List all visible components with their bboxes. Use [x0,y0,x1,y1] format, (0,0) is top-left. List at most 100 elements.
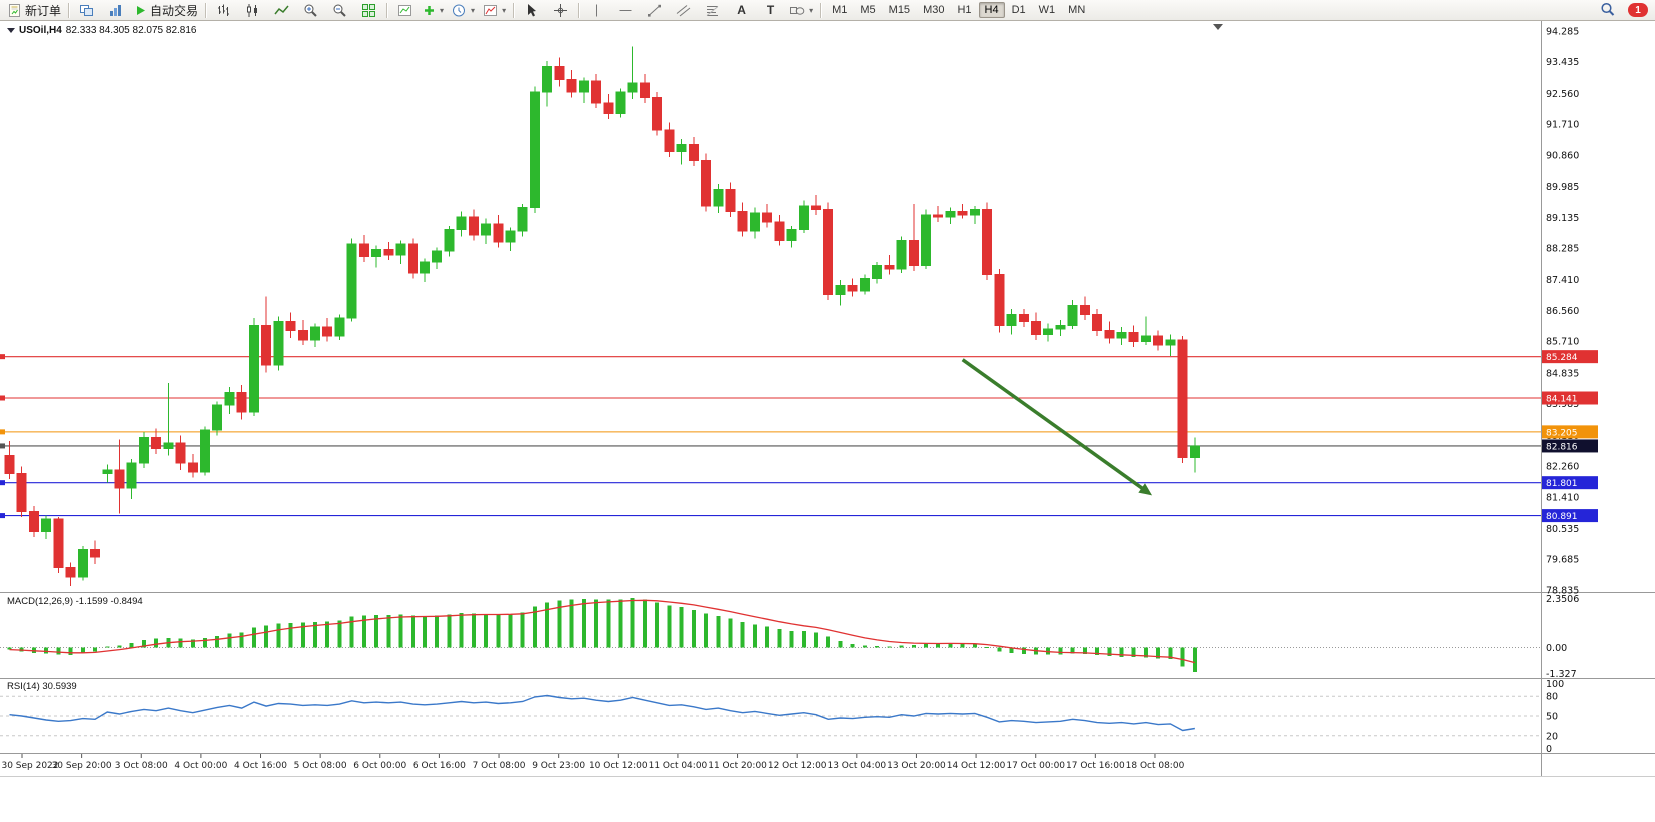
candle [322,318,333,342]
candle [542,61,553,107]
timeframe-h1-button[interactable]: H1 [957,4,972,16]
candle [774,214,785,246]
crosshair-icon [554,3,568,17]
add-plus-icon [425,5,435,15]
trendline-tool-button[interactable] [640,0,669,21]
fibonacci-tool-button[interactable] [698,0,727,21]
indicators-button[interactable] [390,0,419,21]
current-price-line[interactable] [0,443,1541,449]
candle [1043,323,1054,342]
horizontal-price-line[interactable] [0,354,1541,360]
notification-badge[interactable]: 1 [1628,3,1648,17]
timeframe-d1-button[interactable]: D1 [1011,4,1026,16]
svg-text:11 Oct 04:00: 11 Oct 04:00 [649,761,708,771]
candle [310,323,320,348]
svg-text:90.860: 90.860 [1546,150,1579,161]
svg-text:83.205: 83.205 [1546,428,1578,438]
autotrade-play-icon [137,5,146,15]
candle [505,227,516,252]
svg-text:81.801: 81.801 [1546,479,1578,489]
candle [77,546,88,581]
chart-shift-marker[interactable] [1213,24,1223,30]
macd-signal-line [9,599,1195,664]
toolbar-separator [386,2,388,18]
timeframe-mn-button[interactable]: MN [1068,4,1086,16]
timeframe-m30-button[interactable]: M30 [923,4,945,16]
profiles-button[interactable] [101,0,130,21]
svg-text:20: 20 [1546,731,1558,742]
candle [517,204,528,237]
chart-windows-button[interactable] [72,0,101,21]
candle [1067,299,1078,329]
horizontal-line-tool-button[interactable] [611,0,640,21]
candle [676,138,687,165]
candle [639,73,650,103]
horizontal-price-line[interactable] [0,429,1541,435]
price-axis: 94.285 93.435 92.560 91.710 90.860 89.985 89.1… [1546,26,1579,596]
timeframe-m15-button[interactable]: M15 [888,4,911,16]
line-chart-mode-button[interactable] [267,0,296,21]
candle [835,280,846,306]
dropdown-arrow-icon: ▾ [502,5,507,15]
fibonacci-icon [706,5,719,16]
candle [273,316,284,371]
vertical-line-tool-button[interactable] [582,0,611,21]
toolbar-separator [513,2,515,18]
trend-arrow[interactable] [961,358,1153,496]
candle [163,383,174,456]
price-badges: 85.284 84.141 83.205 82.816 81.801 80.891 [1542,350,1598,522]
candle [664,122,675,158]
equidistant-channel-tool-button[interactable] [669,0,698,21]
candle [578,77,589,103]
svg-text:93.435: 93.435 [1546,57,1579,68]
timeframe-w1-button[interactable]: W1 [1038,4,1056,16]
add-indicator-button[interactable]: ▾ [419,0,448,21]
candlestick-mode-button[interactable] [238,0,267,21]
timeframe-m1-button[interactable]: M1 [832,4,848,16]
svg-text:84.141: 84.141 [1546,395,1578,405]
timeframe-m5-button[interactable]: M5 [860,4,876,16]
candle [407,238,418,279]
bar-chart-mode-button[interactable] [209,0,238,21]
svg-text:0: 0 [1546,744,1552,755]
svg-text:91.710: 91.710 [1546,120,1579,131]
zoom-out-button[interactable] [325,0,354,21]
svg-text:100: 100 [1546,679,1564,690]
candle [1006,309,1017,335]
candle [1055,319,1066,337]
text-tool-button[interactable]: A [727,0,756,21]
macd-histogram [7,598,1197,672]
search-button[interactable] [1593,0,1622,21]
candle [1177,336,1188,463]
candle [884,254,895,275]
shapes-tool-button[interactable]: ▾ [785,0,817,21]
svg-text:-1.327: -1.327 [1546,669,1577,680]
candle [114,439,125,514]
crosshair-tool-button[interactable] [546,0,575,21]
horizontal-price-line[interactable] [0,513,1541,519]
candle [762,204,773,228]
svg-text:13 Oct 20:00: 13 Oct 20:00 [887,761,946,771]
label-tool-button[interactable]: T [756,0,785,21]
candle [126,459,137,499]
cursor-tool-button[interactable] [517,0,546,21]
new-order-button[interactable]: 新订单 [3,0,65,21]
svg-text:17 Oct 00:00: 17 Oct 00:00 [1006,761,1065,771]
templates-button[interactable]: ▾ [479,0,510,21]
candle [261,296,272,373]
cursor-icon [528,3,537,16]
autotrading-button[interactable]: 自动交易 [130,0,202,21]
tile-windows-button[interactable] [354,0,383,21]
candle [994,269,1005,333]
timeframe-h4-button[interactable]: H4 [978,2,1005,18]
candle [1079,296,1090,320]
zoom-in-button[interactable] [296,0,325,21]
candle [419,258,430,282]
horizontal-price-line[interactable] [0,480,1541,486]
periods-button[interactable]: ▾ [448,0,479,21]
candle [65,562,76,586]
line-chart-icon [274,5,289,14]
candle [933,205,944,223]
